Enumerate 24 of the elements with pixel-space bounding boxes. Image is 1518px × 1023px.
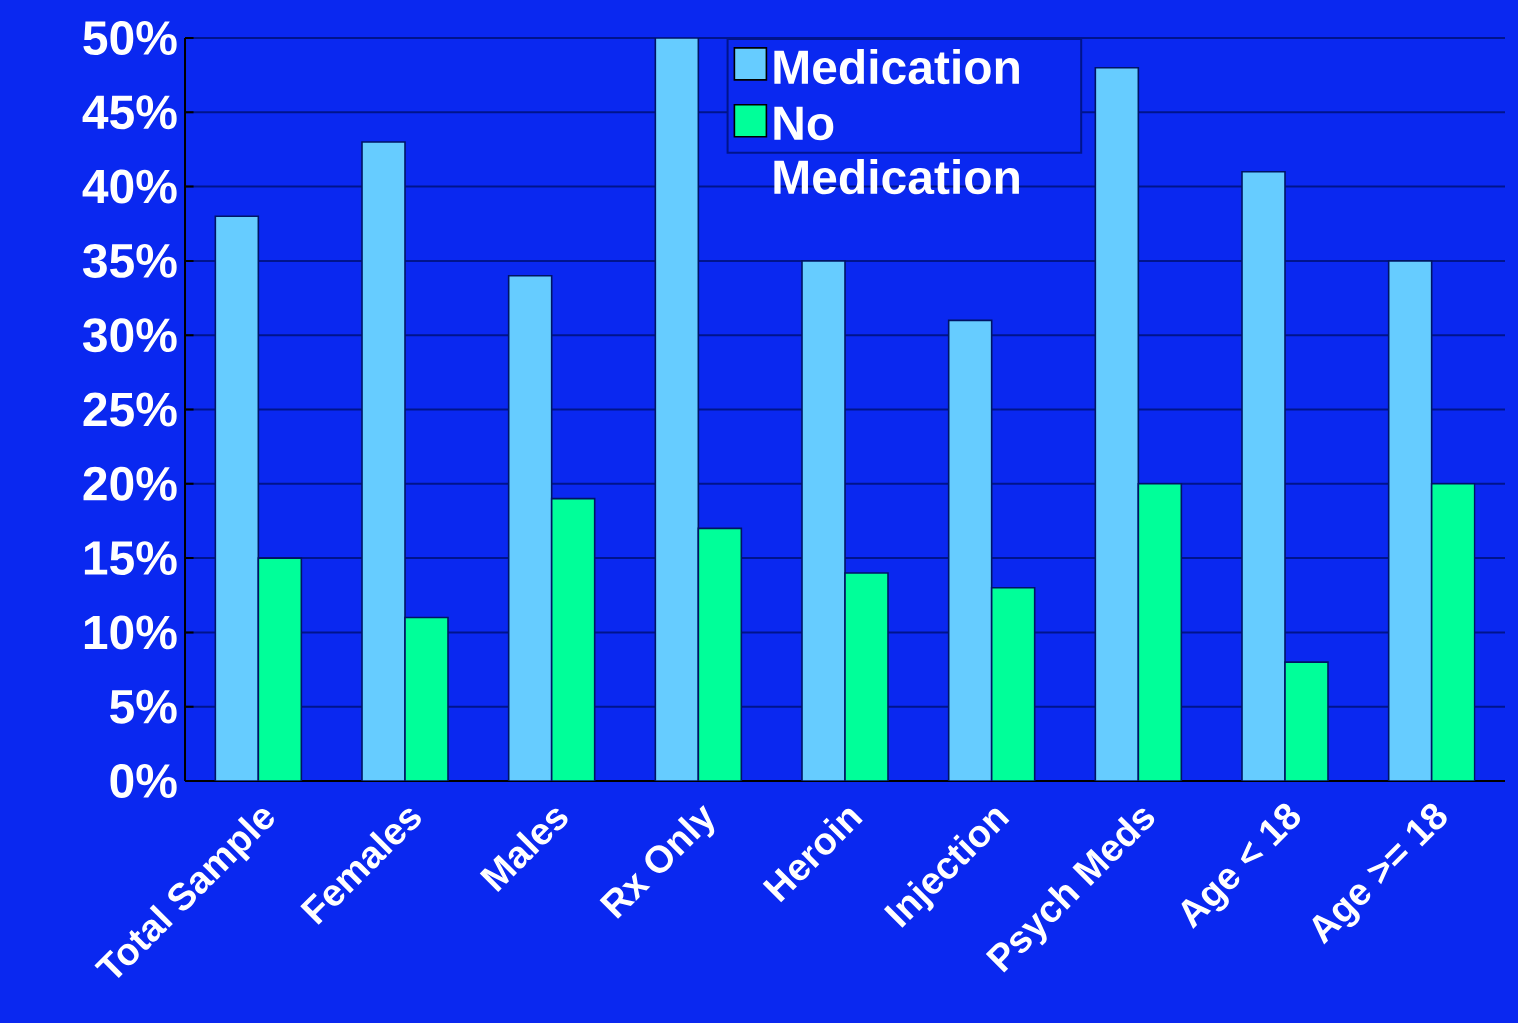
bar xyxy=(361,141,406,781)
bar xyxy=(947,319,993,781)
bar xyxy=(214,215,260,781)
x-tick-label: Age < 18 xyxy=(1181,803,1301,929)
bar xyxy=(801,260,846,781)
y-tick-label: 35% xyxy=(82,243,177,278)
x-tick-label: Age >= 18 xyxy=(1312,803,1447,945)
y-tick-label: 30% xyxy=(82,318,177,353)
y-tick-label: 50% xyxy=(83,21,177,55)
bar xyxy=(507,274,553,781)
bar xyxy=(654,37,700,781)
y-tick-label: 25% xyxy=(83,392,177,427)
y-tick-label: 40% xyxy=(82,169,177,204)
bar xyxy=(1387,260,1433,781)
y-tick-label: 45% xyxy=(82,95,177,130)
bar xyxy=(1094,66,1140,781)
legend-label: No Medication xyxy=(774,106,1019,195)
y-tick-label: 0% xyxy=(110,764,177,798)
bar xyxy=(1241,170,1286,781)
y-tick-label: 20% xyxy=(83,466,177,501)
y-tick-label: 5% xyxy=(110,689,177,724)
y-tick-label: 15% xyxy=(84,541,177,576)
y-tick-label: 10% xyxy=(84,615,177,650)
legend-label: Medication xyxy=(774,48,1019,85)
